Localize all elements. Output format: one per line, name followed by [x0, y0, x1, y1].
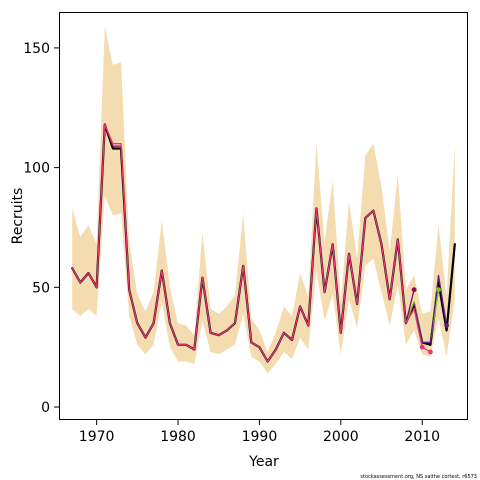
x-tick-label: 1980	[160, 429, 196, 445]
endpoint-marker-retro3	[436, 287, 441, 293]
series-line-retro1	[71, 123, 432, 363]
confidence-band	[72, 26, 455, 374]
y-tick-label: 100	[23, 161, 50, 177]
y-tick-label: 150	[23, 41, 50, 57]
x-tick-label: 2000	[323, 429, 359, 445]
y-tick-label: 0	[41, 400, 50, 416]
x-tick-label: 1990	[242, 429, 278, 445]
x-axis: 1970 1980 1990 2000 2010	[79, 419, 440, 445]
endpoint-marker-retro1	[428, 349, 433, 355]
series-layer	[71, 123, 456, 363]
endpoint-marker-retro1	[419, 344, 425, 350]
series-line-retro4	[413, 274, 448, 344]
plot-frame	[59, 12, 468, 420]
credit-note: stockassessment.org, NS saithe cortest, …	[360, 474, 477, 480]
y-axis: 0 50 100 150	[23, 41, 60, 416]
y-tick-label: 50	[32, 280, 50, 296]
endpoint-markers-layer	[411, 287, 449, 355]
endpoint-marker-retro2	[411, 287, 417, 293]
endpoint-marker-retro4	[444, 323, 449, 328]
confidence-band-layer	[72, 26, 455, 374]
x-tick-label: 1970	[79, 429, 115, 445]
y-axis-label: Recruits	[10, 188, 26, 245]
x-axis-label: Year	[248, 454, 279, 470]
x-tick-label: 2010	[404, 429, 440, 445]
